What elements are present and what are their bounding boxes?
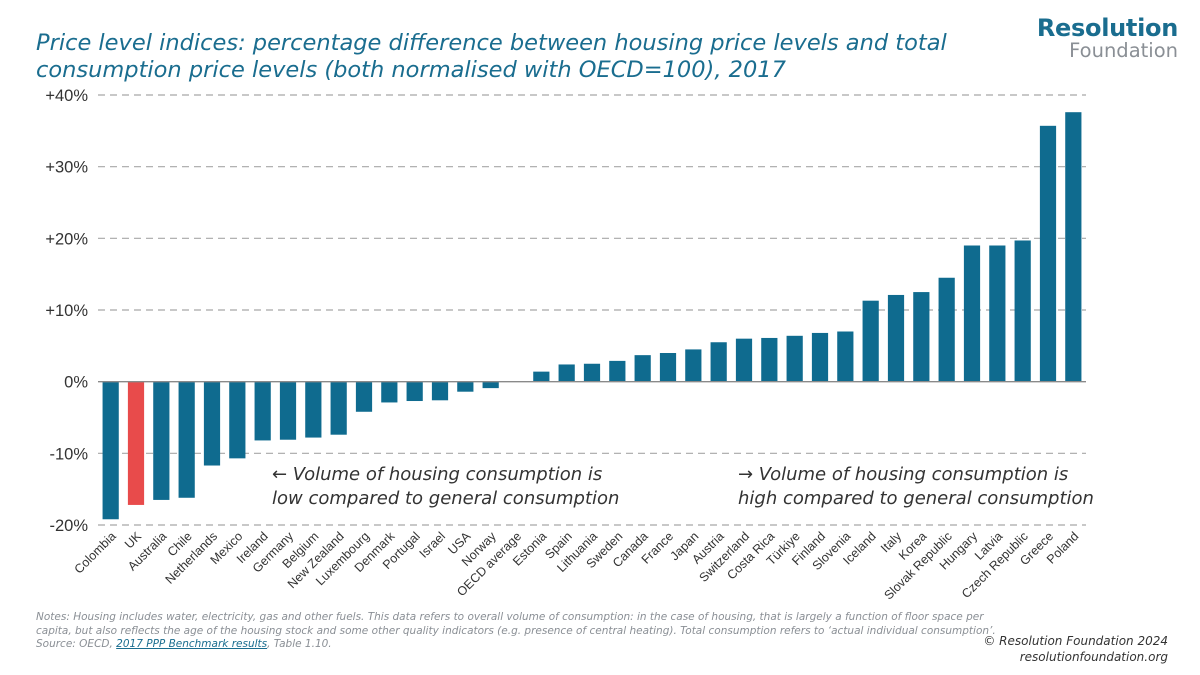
bar <box>279 381 297 440</box>
bar <box>862 300 879 382</box>
bar <box>1065 112 1082 382</box>
y-tick-label: +40% <box>45 87 88 105</box>
bar <box>153 381 170 500</box>
y-tick-label: -20% <box>49 517 88 535</box>
source-prefix: Source: OECD, <box>36 638 117 650</box>
bar <box>178 381 195 498</box>
y-tick-label: +20% <box>45 230 88 248</box>
source-suffix: , Table 1.10. <box>267 638 332 650</box>
bar <box>735 338 753 382</box>
bar <box>887 294 905 382</box>
bar <box>431 381 449 401</box>
source-line: Source: OECD, 2017 PPP Benchmark results… <box>36 638 996 652</box>
bar <box>127 381 145 505</box>
bar <box>634 355 651 382</box>
annotation: ← Volume of housing consumption is low co… <box>272 464 619 509</box>
y-tick-label: -10% <box>49 445 88 463</box>
bar <box>1039 125 1057 382</box>
source-link[interactable]: 2017 PPP Benchmark results <box>116 638 268 650</box>
bar <box>229 381 246 459</box>
bar <box>330 381 347 435</box>
chart-notes: Notes: Housing includes water, electrici… <box>36 611 996 652</box>
bar <box>305 381 322 438</box>
bar <box>710 342 727 382</box>
bar <box>583 363 601 382</box>
logo-line-2: Foundation <box>1069 39 1178 62</box>
x-tick-label: Israel <box>417 529 449 561</box>
bar <box>685 349 702 382</box>
bar <box>811 332 829 382</box>
bar <box>457 381 474 392</box>
bar <box>355 381 373 412</box>
bar <box>482 381 499 389</box>
bar <box>533 371 550 382</box>
bar <box>254 381 271 441</box>
bar <box>203 381 221 466</box>
x-tick-label: Colombia <box>72 529 119 576</box>
bar <box>989 245 1006 382</box>
y-tick-label: +30% <box>45 159 88 177</box>
copyright-text: © Resolution Foundation 2024 <box>983 634 1168 648</box>
bar <box>963 245 981 382</box>
annotation-line: → Volume of housing consumption is <box>738 464 1068 485</box>
annotation-line: high compared to general consumption <box>738 488 1094 509</box>
bar <box>837 331 854 382</box>
bar <box>609 360 626 382</box>
chart-title: Price level indices: percentage differen… <box>36 30 947 83</box>
bar <box>381 381 398 403</box>
y-tick-label: +10% <box>45 302 88 320</box>
bar <box>786 335 803 382</box>
bar <box>938 277 955 382</box>
website-text: resolutionfoundation.org <box>1019 650 1168 664</box>
y-tick-label: 0% <box>64 374 88 392</box>
bar <box>102 381 119 520</box>
notes-text: Notes: Housing includes water, electrici… <box>36 611 996 637</box>
bar <box>659 353 677 382</box>
annotation: → Volume of housing consumption is high c… <box>738 464 1094 509</box>
resolution-foundation-logo: Resolution Foundation <box>1037 16 1178 61</box>
annotation-line: ← Volume of housing consumption is <box>272 464 602 485</box>
bar <box>761 337 778 382</box>
bar <box>406 381 423 402</box>
annotation-line: low compared to general consumption <box>272 488 619 509</box>
bar <box>913 292 930 382</box>
footer-credits: © Resolution Foundation 2024 resolutionf… <box>983 633 1168 665</box>
logo-line-1: Resolution <box>1036 14 1178 42</box>
bar <box>1014 240 1031 382</box>
bar <box>558 364 575 382</box>
